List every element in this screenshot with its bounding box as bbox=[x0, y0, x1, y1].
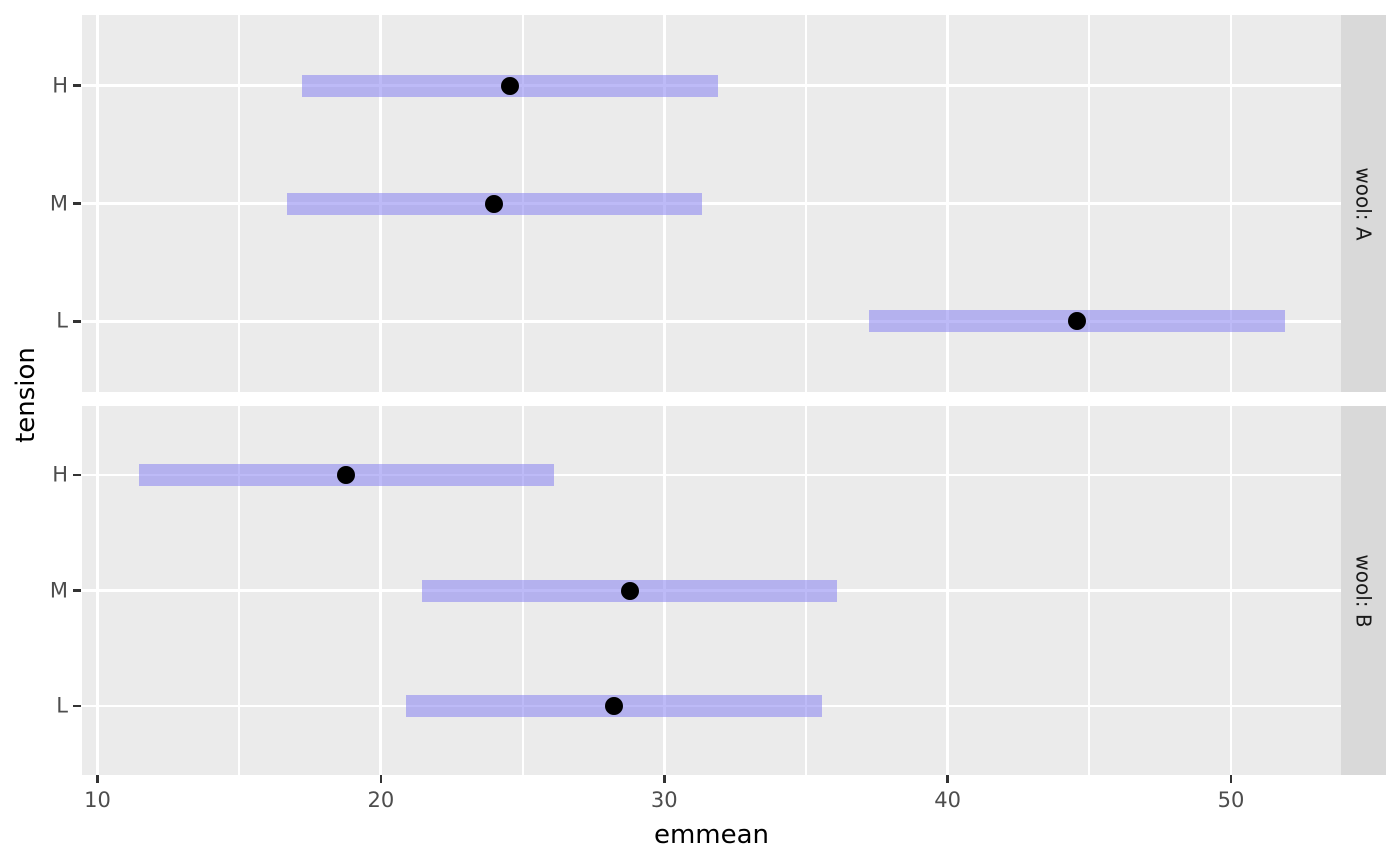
facet-panel bbox=[82, 15, 1341, 392]
major-gridline-y bbox=[82, 473, 1341, 477]
mean-point bbox=[604, 696, 623, 715]
x-tick-mark bbox=[663, 775, 666, 783]
y-tick-mark bbox=[73, 589, 81, 592]
mean-point bbox=[337, 466, 356, 485]
facet-panel bbox=[82, 406, 1341, 775]
facet-strip: wool: A bbox=[1341, 15, 1386, 392]
y-tick-mark bbox=[73, 473, 81, 477]
y-tick-mark bbox=[73, 320, 81, 323]
x-tick-label: 50 bbox=[1217, 788, 1245, 812]
y-tick-mark bbox=[73, 704, 81, 708]
major-gridline-y bbox=[82, 202, 1341, 205]
facet-strip-label: wool: B bbox=[1351, 553, 1376, 628]
x-tick-label: 40 bbox=[934, 788, 961, 812]
x-tick-mark bbox=[379, 775, 383, 783]
facet-strip-label: wool: A bbox=[1351, 166, 1376, 241]
mean-point bbox=[501, 76, 520, 95]
mean-point bbox=[1067, 312, 1086, 331]
y-tick-label: M bbox=[49, 191, 68, 215]
x-tick-mark bbox=[96, 775, 99, 783]
x-tick-mark bbox=[946, 775, 949, 783]
x-tick-label: 10 bbox=[84, 788, 111, 812]
mean-point bbox=[485, 194, 504, 213]
y-tick-mark bbox=[73, 202, 81, 205]
facet-strip: wool: B bbox=[1341, 406, 1386, 775]
x-tick-label: 30 bbox=[650, 788, 678, 812]
major-gridline-y bbox=[82, 320, 1341, 323]
mean-point bbox=[620, 581, 639, 600]
x-tick-mark bbox=[1229, 775, 1233, 783]
y-axis-title: tension bbox=[11, 347, 41, 443]
y-tick-mark bbox=[73, 84, 81, 87]
y-tick-label: H bbox=[52, 73, 68, 98]
x-axis-title: emmean bbox=[653, 820, 770, 850]
y-tick-label: M bbox=[49, 578, 68, 602]
x-tick-label: 20 bbox=[367, 788, 395, 812]
y-tick-label: H bbox=[52, 462, 68, 487]
y-tick-label: L bbox=[56, 693, 68, 718]
y-tick-label: L bbox=[56, 308, 68, 333]
